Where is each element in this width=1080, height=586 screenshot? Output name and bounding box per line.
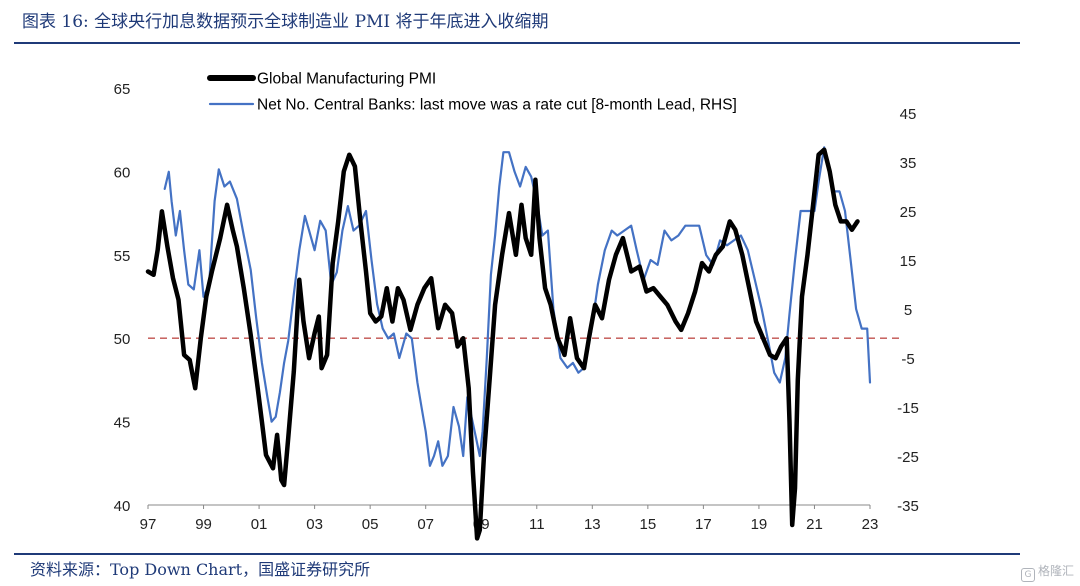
- x-tick-label: 03: [306, 516, 323, 533]
- left-tick-label: 50: [114, 331, 131, 348]
- legend: Global Manufacturing PMI Net No. Central …: [207, 71, 737, 114]
- pmi-chart: 97 99 01 03 05 07 09 11 13 15 17 19 21 23404550556065…: [114, 71, 919, 541]
- x-tick-label: 05: [362, 516, 379, 533]
- axes-layer: 97 99 01 03 05 07 09 11 13 15 17 19 21 23404550556065…: [114, 81, 919, 533]
- x-tick-label: 17: [695, 516, 712, 533]
- right-tick-label: 5: [904, 302, 912, 319]
- x-tick-label: 19: [751, 516, 768, 533]
- x-tick-label: 11: [529, 516, 545, 533]
- x-tick-label: 23: [862, 516, 879, 533]
- legend-label-pmi: Global Manufacturing PMI: [257, 71, 436, 88]
- x-tick-label: 01: [251, 516, 268, 533]
- right-tick-label: -5: [901, 351, 914, 368]
- watermark-logo-icon: G: [1020, 568, 1035, 582]
- x-tick-label: 97: [140, 516, 157, 533]
- x-tick-label: 07: [417, 516, 434, 533]
- watermark-text: 格隆汇: [1037, 564, 1074, 578]
- watermark: G 格隆汇: [1020, 562, 1074, 582]
- right-tick-label: -25: [897, 449, 919, 466]
- series-layer: [145, 146, 872, 541]
- right-tick-label: 35: [900, 155, 917, 172]
- left-tick-label: 45: [114, 415, 131, 432]
- right-tick-label: 45: [900, 106, 917, 123]
- left-tick-label: 40: [114, 498, 131, 515]
- right-tick-label: 15: [900, 253, 917, 270]
- central-banks-series-line: [163, 146, 872, 467]
- source-divider: [14, 553, 1020, 555]
- right-tick-label: -15: [897, 400, 919, 417]
- right-tick-label: 25: [900, 204, 917, 221]
- x-tick-label: 15: [640, 516, 657, 533]
- figure-title: 图表 16: 全球央行加息数据预示全球制造业 PMI 将于年底进入收缩期: [22, 12, 549, 32]
- left-tick-label: 55: [114, 248, 131, 265]
- right-tick-label: -35: [897, 498, 919, 515]
- x-tick-label: 13: [584, 516, 601, 533]
- title-divider: [14, 42, 1020, 44]
- source-note: 资料来源：Top Down Chart，国盛证券研究所: [30, 560, 371, 579]
- x-tick-label: 99: [195, 516, 212, 533]
- left-tick-label: 60: [114, 164, 131, 181]
- left-tick-label: 65: [114, 81, 131, 98]
- legend-label-banks: Net No. Central Banks: last move was a r…: [257, 97, 737, 114]
- pmi-series-line: [145, 147, 860, 541]
- x-tick-label: 21: [806, 516, 823, 533]
